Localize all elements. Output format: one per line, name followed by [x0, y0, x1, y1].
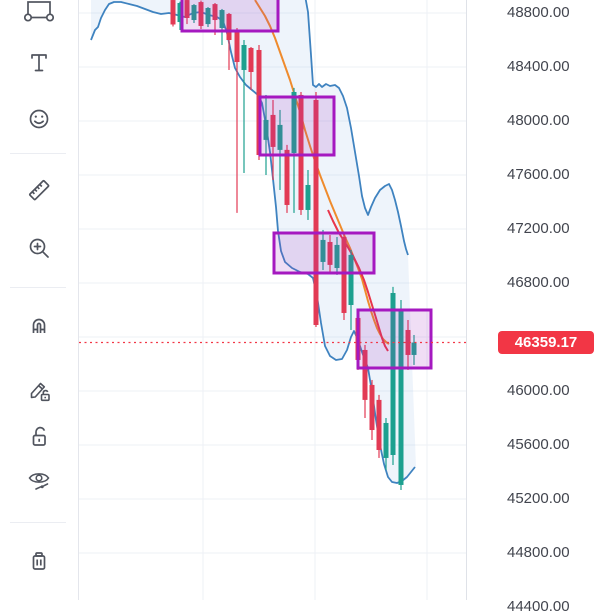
lock-all-drawings-button[interactable]: [24, 422, 54, 452]
zoom-in-icon: [29, 238, 49, 258]
candle-body: [219, 10, 225, 28]
candle-body: [313, 99, 319, 325]
toolbar-divider: [10, 287, 66, 288]
remove-drawings-button[interactable]: [24, 546, 54, 576]
emoji-smiley-icon: [29, 109, 49, 129]
candle-body: [298, 94, 304, 210]
moving-average-red-line: [327, 209, 389, 352]
candle-body: [191, 5, 197, 21]
emoji-tool-button[interactable]: [24, 104, 54, 134]
price-axis[interactable]: 46359.17 48800.00 48400.00 48000.00 47600.0…: [466, 0, 600, 615]
bollinger-upper-band-line: [304, 0, 409, 256]
zoom-in-button[interactable]: [24, 233, 54, 263]
candle-body: [369, 384, 375, 431]
candle-body: [177, 3, 183, 23]
price-tick-label: 46000.00: [507, 382, 570, 399]
drawing-rectangle[interactable]: [356, 308, 433, 370]
candle-body: [270, 114, 276, 147]
chart-canvas[interactable]: [79, 0, 466, 600]
ruler-icon: [29, 180, 50, 201]
magnet-mode-button[interactable]: [24, 310, 54, 340]
drawing-rectangle[interactable]: [258, 95, 336, 157]
ruler-measure-button[interactable]: [24, 175, 54, 205]
price-tick-label: 48000.00: [507, 112, 570, 129]
candle-body: [205, 8, 211, 25]
price-tick-label: 48800.00: [507, 4, 570, 21]
candle-body: [327, 241, 333, 265]
drawing-rectangle[interactable]: [272, 231, 376, 275]
candle-body: [398, 310, 404, 485]
candle-body: [284, 149, 290, 205]
text-tool-icon: [31, 54, 47, 72]
text-tool-button[interactable]: [24, 48, 54, 78]
candlestick-chart: [79, 0, 466, 600]
toolbar-divider: [10, 522, 66, 523]
price-tick-label: 44800.00: [507, 544, 570, 561]
moving-average-orange-line: [254, 0, 390, 345]
drawing-rectangle[interactable]: [180, 0, 280, 33]
candle-body: [334, 244, 340, 269]
candle-body: [383, 422, 389, 458]
drawing-lock-button[interactable]: [24, 375, 54, 405]
candle-body: [226, 13, 232, 40]
price-tick-label: 45600.00: [507, 436, 570, 453]
price-tick-label: 44400.00: [507, 598, 570, 615]
candle-body: [305, 184, 311, 210]
magnet-icon: [32, 318, 46, 333]
candle-body: [341, 236, 347, 313]
price-tick-label: 47200.00: [507, 220, 570, 237]
drawing-toolbar: [0, 0, 79, 600]
candle-body: [362, 349, 368, 400]
unlocked-padlock-icon: [32, 426, 46, 446]
candle-body: [411, 342, 417, 355]
candle-body: [234, 30, 240, 63]
candle-body: [376, 399, 382, 450]
candle-body: [390, 292, 396, 455]
price-tick-label: 47600.00: [507, 166, 570, 183]
candle-body: [405, 329, 411, 355]
candle-body: [291, 91, 297, 153]
pencil-lock-icon: [30, 382, 50, 402]
candle-body: [170, 0, 176, 25]
price-tick-label: 45200.00: [507, 490, 570, 507]
candle-body: [184, 0, 190, 18]
candle-body: [241, 44, 247, 70]
rectangle-draw-icon: [24, 1, 54, 22]
price-tick-label: 48400.00: [507, 58, 570, 75]
candle-body: [277, 124, 283, 150]
candle-body: [348, 254, 354, 306]
toolbar-divider: [10, 153, 66, 154]
rectangle-draw-tool-button[interactable]: [24, 0, 54, 22]
hide-drawings-button[interactable]: [24, 466, 54, 496]
eye-brush-icon: [28, 473, 50, 490]
candle-body: [212, 4, 218, 21]
candle-body: [263, 119, 269, 140]
price-tick-label: 46800.00: [507, 274, 570, 291]
candle-body: [320, 239, 326, 262]
candle-body: [248, 47, 254, 72]
bollinger-lower-band-line: [90, 1, 416, 484]
trash-icon: [32, 552, 46, 570]
current-price-badge: 46359.17: [498, 331, 594, 354]
candle-body: [198, 2, 204, 26]
